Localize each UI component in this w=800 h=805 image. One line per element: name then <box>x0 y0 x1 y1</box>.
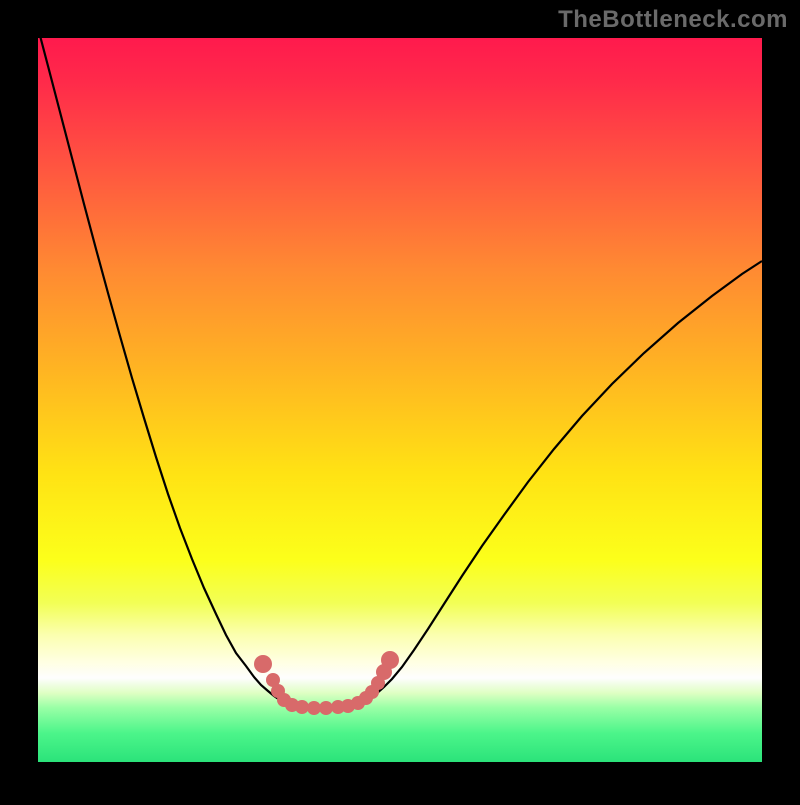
watermark-text: TheBottleneck.com <box>558 6 788 34</box>
marker-dot <box>381 651 399 669</box>
marker-dot <box>254 655 272 673</box>
plot-background <box>38 38 762 762</box>
marker-dot <box>307 701 321 715</box>
bottleneck-chart <box>0 0 800 800</box>
chart-frame: TheBottleneck.com <box>0 0 800 800</box>
marker-dot <box>319 701 333 715</box>
marker-dot <box>295 700 309 714</box>
